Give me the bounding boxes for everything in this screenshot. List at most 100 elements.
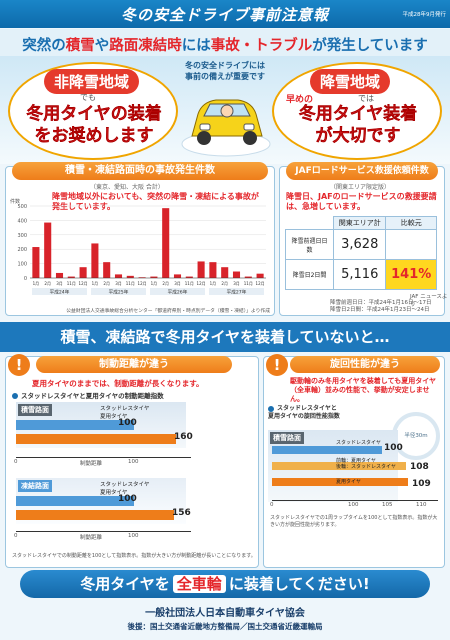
x-tick-label: 12月 (197, 281, 206, 286)
bar (114, 274, 123, 278)
bar-summer-ice (16, 510, 174, 520)
bar (173, 274, 182, 278)
braking-axis-b-label: 制動距離 (80, 535, 103, 541)
cornering-legend: スタッドレスタイヤ (336, 440, 381, 446)
x-tick-label: 3月 (115, 281, 122, 286)
accident-title: 積雪・凍結路面時の事故発生件数 (12, 162, 268, 180)
bar (209, 262, 217, 278)
jaf-source: JAF ニュースより (410, 294, 448, 308)
year-label: 平成24年 (50, 289, 70, 296)
x-tick-label: 1月 (33, 281, 40, 286)
braking-axis-a-label: 制動距離 (80, 461, 103, 467)
y-tick-label: 0 (24, 276, 27, 282)
non-snow-region-label: 非降雪地域 (44, 69, 140, 94)
x-tick-label: 12月 (138, 281, 147, 286)
bar (91, 243, 99, 278)
cornering-legend-1: スタッドレスタイヤ (336, 440, 381, 446)
bar (244, 276, 252, 278)
braking-axis-b-100: 100 (128, 533, 139, 539)
cornering-sub: スタッドレスタイヤと 夏用タイヤの旋回性能指数 (268, 405, 340, 420)
bar (256, 273, 264, 278)
cornering-footnote: スタッドレスタイヤでの1周ラップタイムを100として指数表示。指数が大きい方が旋… (270, 515, 438, 528)
corner-axis-105: 105 (382, 502, 393, 508)
accident-source: 公益財団法人交通事故総合分析センター「都道府県別・時点別データ（積雪・凍結）」よ… (66, 309, 270, 314)
value-b1: 100 (118, 494, 137, 504)
jaf-subtitle: （関東エリア限定版） (330, 184, 391, 191)
car-illustration (181, 99, 271, 157)
bar (162, 208, 170, 278)
x-tick-label: 1月 (210, 281, 217, 286)
jaf-title: JAFロードサービス救援依頼件数 (286, 162, 438, 180)
cornering-axis (272, 500, 438, 501)
jaf-row2-label: 降雪日2日間 (285, 259, 334, 290)
bar (185, 276, 193, 278)
cornering-legend-2: 前輪：夏用タイヤ 後輪：スタッドレスタイヤ (336, 458, 396, 470)
braking-title: 制動距離が違う (36, 356, 232, 373)
right-sub-early: 早めの (286, 95, 314, 105)
x-tick-label: 11月 (67, 281, 76, 286)
braking-sub: スタッドレスタイヤと夏用タイヤの制動距離指数 (12, 390, 164, 400)
year-band (209, 288, 264, 295)
x-tick-label: 11月 (185, 281, 194, 286)
bar-studless-ice (16, 496, 134, 506)
braking-footnote: スタッドレスタイヤでの制動距離を100として指数表示。指数が大きい方が制動距離が… (12, 553, 256, 559)
legend-studless-b: スタッドレスタイヤ (100, 482, 150, 488)
headline-text: 突然の積雪や路面凍結時には事故・トラブルが発生しています (22, 38, 428, 54)
hero-center-text: 冬の安全ドライブには 事前の備えが重要です (185, 61, 265, 81)
braking-legend-a: スタッドレスタイヤ 夏用タイヤ (100, 404, 149, 420)
x-tick-label: 2月 (103, 281, 110, 286)
braking-axis-b-0: 0 (14, 533, 18, 539)
jaf-table: 関東エリア計 比較元 降雪前週日日数 3,628 降雪日2日間 5,116 141% (285, 216, 437, 290)
corner-axis-0: 0 (270, 502, 274, 508)
bar (103, 262, 111, 278)
jaf-footnote-1: 降雪前週日日：平成24年1月16日〜17日 (330, 300, 432, 306)
cornering-surface: 積雪路面 (270, 432, 304, 444)
braking-note: 夏用タイヤのままでは、制動距離が長くなります。 (32, 379, 204, 388)
legend-summer-a: 夏用タイヤ (100, 414, 128, 420)
title-bar: 冬の安全ドライブ事前注意報 平成28年9月発行 (0, 0, 450, 28)
bar (55, 272, 64, 278)
braking-legend-b: スタッドレスタイヤ 夏用タイヤ (100, 480, 149, 496)
right-msg-2: が大切です (315, 126, 401, 146)
bar (126, 275, 134, 278)
jaf-footnote-2: 降雪日2日間：平成24年1月23日〜24日 (330, 307, 430, 313)
corner-axis-100: 100 (348, 502, 359, 508)
bar (67, 276, 75, 278)
bar-summer-snow (16, 434, 176, 444)
right-sub: では (358, 94, 374, 103)
left-msg-1: 冬用タイヤの装着 (26, 104, 162, 124)
support: 後援：国土交通省近畿地方整備局／国土交通省近畿運輸局 (127, 622, 323, 631)
y-tick-label: 200 (17, 247, 27, 253)
bar (221, 267, 229, 278)
issue-date: 平成28年9月発行 (402, 12, 447, 18)
icy-road-label: 凍結路面 (18, 480, 52, 492)
page-title: 冬の安全ドライブ事前注意報 (120, 6, 329, 24)
jaf-col-2: 比較元 (385, 216, 437, 230)
x-tick-label: 2月 (162, 281, 169, 286)
bar-corner-mixed (272, 462, 406, 470)
y-tick-label: 500 (17, 204, 27, 210)
bar (44, 222, 52, 278)
headline: 突然の積雪や路面凍結時には事故・トラブルが発生しています (0, 29, 450, 56)
value-a2: 160 (174, 432, 193, 442)
right-msg-1: 冬用タイヤ装着 (298, 104, 418, 124)
footer-banner: 冬用タイヤを 全車輪 に装着してください! (20, 570, 430, 598)
year-label: 平成26年 (168, 289, 188, 296)
y-axis-unit: 件数 (10, 198, 20, 205)
bar (79, 267, 87, 278)
jaf-note: 降雪日、JAFのロードサービスの救援要請は、急増しています。 (286, 192, 437, 211)
cornering-note: 駆動輪のみ冬用タイヤを装着しても夏用タイヤ（全車輪）並みの性能で、挙動が安定しま… (290, 377, 437, 403)
jaf-row2-ratio: 141% (385, 259, 437, 290)
jaf-col-1: 関東エリア計 (332, 216, 387, 230)
x-tick-label: 12月 (79, 281, 88, 286)
braking-warning-icon: ! (8, 354, 30, 376)
accident-subtitle: （東京、愛知、大阪 合計） (90, 184, 164, 191)
jaf-row2-value: 5,116 (332, 259, 387, 290)
x-tick-label: 3月 (233, 281, 240, 286)
y-tick-label: 300 (17, 233, 27, 239)
braking-axis-a (16, 457, 191, 458)
cornering-title: 旋回性能が違う (290, 356, 440, 373)
warning-banner-text: 積雪、凍結路で冬用タイヤを装着していないと… (60, 328, 390, 346)
x-tick-label: 2月 (44, 281, 51, 286)
